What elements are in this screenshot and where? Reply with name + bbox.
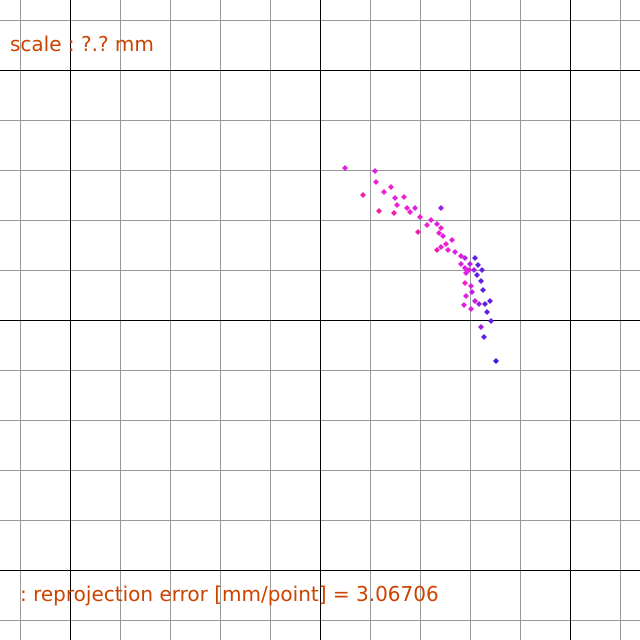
data-point [474,272,480,278]
data-point [475,262,481,268]
data-point [415,229,421,235]
data-point [463,293,469,299]
data-point [412,205,418,211]
data-point [428,217,434,223]
data-point [488,318,494,324]
data-point [471,267,477,273]
data-point [476,301,482,307]
data-point [401,194,407,200]
data-point [482,301,488,307]
data-point [481,334,487,340]
scale-label: scale : ?.? mm [10,32,154,56]
data-point [373,179,379,185]
data-point [436,230,442,236]
data-point [463,270,469,276]
data-point [407,209,413,215]
data-point [392,195,398,201]
data-point [468,306,474,312]
data-point [434,247,440,253]
data-point [438,244,444,250]
data-point [458,261,464,267]
data-point [472,255,478,261]
data-point [449,237,455,243]
data-point [434,221,440,227]
data-point [462,255,468,261]
data-point [342,165,348,171]
points-layer [342,165,499,364]
data-point [467,261,473,267]
data-point [391,210,397,216]
data-point [388,184,394,190]
reprojection-error-label: : reprojection error [mm/point] = 3.0670… [20,582,439,606]
data-point [440,233,446,239]
data-point [452,249,458,255]
data-point [487,298,493,304]
data-point [394,202,400,208]
data-point [479,267,485,273]
data-point [472,298,478,304]
data-point [445,247,451,253]
data-point [381,189,387,195]
data-point [462,280,468,286]
data-point [478,324,484,330]
data-point [468,283,474,289]
data-point [376,208,382,214]
data-point [438,205,444,211]
data-point [443,241,449,247]
data-point [372,168,378,174]
data-point [424,222,430,228]
data-point [493,358,499,364]
data-point [469,289,475,295]
data-point [478,278,484,284]
data-point [484,309,490,315]
data-point [417,214,423,220]
data-point [404,205,410,211]
data-point [461,302,467,308]
data-point [360,192,366,198]
data-point [480,287,486,293]
data-point [438,225,444,231]
